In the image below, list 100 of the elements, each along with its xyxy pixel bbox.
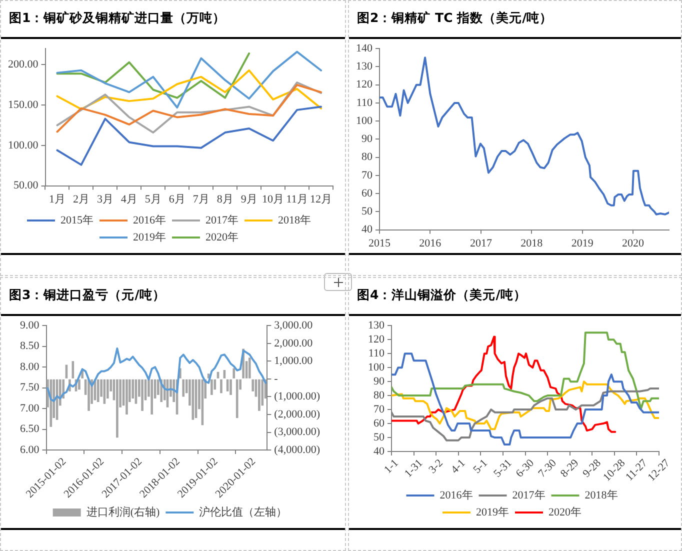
chart-title: 图4：洋山铜溢价（美元/吨） <box>349 278 681 316</box>
x-tick-label: 2019 <box>571 237 594 250</box>
bar <box>126 379 128 414</box>
bar <box>236 379 238 418</box>
y-tick-label: 6.00 <box>20 444 40 456</box>
x-tick-label: 4月 <box>120 193 138 206</box>
y-tick-label: 110 <box>368 347 385 360</box>
x-tick-label: 9月 <box>240 193 258 206</box>
chart-title: 图3：铜进口盈亏（元/吨） <box>1 278 345 316</box>
legend-label: 2019年 <box>476 506 509 518</box>
bar <box>141 379 144 411</box>
y-tick-label: 100 <box>356 114 373 127</box>
y-tick-label: 60 <box>374 417 385 430</box>
x-tick-label: 2月 <box>72 193 90 206</box>
chart-title: 图1：铜矿砂及铜精矿进口量（万吨） <box>1 1 345 39</box>
x-tick-label: 2018 <box>520 237 544 250</box>
y-tick-label: 8.00 <box>20 360 40 373</box>
bar <box>96 379 100 402</box>
legend-label: 2018年 <box>278 214 311 226</box>
bar <box>248 358 251 378</box>
y2-tick-label: - <box>274 372 278 385</box>
chart-title: 图2：铜精矿 TC 指数（美元/吨） <box>349 1 681 39</box>
bar <box>116 379 118 438</box>
y-tick-label: 90 <box>362 133 373 146</box>
x-tick-label: 8-29 <box>558 456 582 480</box>
y-tick-label: 70 <box>362 169 373 182</box>
legend-label: 2018年 <box>584 489 618 502</box>
y-tick-label: 80 <box>362 151 373 164</box>
y2-tick-label: 3,000.00 <box>274 319 314 332</box>
x-tick-label: 10月 <box>262 193 284 206</box>
bar <box>78 379 80 390</box>
y-tick-label: 9.00 <box>20 319 40 332</box>
x-tick-label: 7月 <box>192 193 210 206</box>
x-tick-label: 3-2 <box>426 457 446 476</box>
x-tick-label: 3月 <box>96 193 114 206</box>
y-tick-label: 50 <box>362 206 373 218</box>
x-tick-label: 11月 <box>286 193 308 206</box>
x-tick-label: 2015 <box>368 237 391 250</box>
y-tick-label: 120 <box>368 333 385 346</box>
x-tick-label: 5-31 <box>492 457 514 480</box>
y-tick-label: 110 <box>356 96 373 109</box>
y-tick-label: 100 <box>368 361 385 374</box>
x-tick-label: 2016 <box>419 237 442 250</box>
y-tick-label: 60 <box>362 187 373 200</box>
x-tick-label: 1-31 <box>402 457 426 480</box>
y-tick-label: 7.00 <box>20 402 40 414</box>
x-tick-label: 1-1 <box>382 457 401 476</box>
y-tick-label: 50 <box>374 431 385 444</box>
y-tick-label: 120 <box>356 78 373 91</box>
legend-label: 2017年 <box>206 214 238 226</box>
y-tick-label: 140 <box>356 42 373 54</box>
bar <box>150 379 153 414</box>
y-tick-label: 7.50 <box>20 382 40 394</box>
bar <box>210 379 213 395</box>
y-tick-label: 150.00 <box>8 98 39 111</box>
x-tick-label: 5-1 <box>471 457 490 476</box>
y-tick-label: 6.50 <box>20 423 40 436</box>
legend-label: 进口利润(右轴) <box>86 505 160 518</box>
y-tick-label: 70 <box>374 403 385 416</box>
legend-label: 2016年 <box>440 489 473 502</box>
y-tick-label: 80 <box>374 389 385 402</box>
legend-label: 2019年 <box>133 231 166 244</box>
y-tick-label: 8.50 <box>20 340 40 352</box>
bar <box>230 379 232 395</box>
x-tick-label: 1月 <box>48 193 66 206</box>
y-tick-label: 40 <box>374 445 385 458</box>
y2-tick-label: (3,000.00) <box>274 426 320 438</box>
x-tick-label: 6月 <box>168 193 186 206</box>
y-tick-label: 100.00 <box>8 139 39 152</box>
y2-tick-label: 2,000.00 <box>274 337 314 350</box>
bar <box>72 361 74 378</box>
y-tick-label: 40 <box>362 224 373 236</box>
x-tick-label: 2017 <box>470 237 492 250</box>
bar <box>232 368 236 378</box>
bar <box>192 379 194 420</box>
legend-label: 2017年 <box>512 489 546 502</box>
y2-tick-label: (2,000.00) <box>274 408 320 420</box>
x-tick-label: 12月 <box>310 193 332 206</box>
x-tick-label: 4-1 <box>448 457 468 476</box>
legend-label: 2020年 <box>206 231 238 244</box>
bar <box>182 379 185 397</box>
x-tick-label: 2020 <box>622 237 645 250</box>
y2-tick-label: (4,000.00) <box>274 444 320 456</box>
y-tick-label: 200.00 <box>8 58 39 71</box>
x-tick-label: 5月 <box>144 193 162 206</box>
y-tick-label: 130 <box>356 60 373 73</box>
y-tick-label: 130 <box>368 319 385 332</box>
legend-label: 2015年 <box>60 214 94 226</box>
y-tick-label: 90 <box>374 375 385 388</box>
legend-label: 沪伦比值（左轴） <box>199 505 288 518</box>
y2-tick-label: (1,000.00) <box>274 390 320 403</box>
legend-label: 2016年 <box>133 214 166 226</box>
x-tick-label: 8月 <box>216 193 234 206</box>
x-tick-label: 6-30 <box>514 456 537 480</box>
bar <box>220 379 222 394</box>
bar <box>88 379 90 411</box>
x-tick-label: 7-30 <box>536 456 560 480</box>
y-tick-label: 50.00 <box>14 180 39 192</box>
bar <box>258 379 260 411</box>
x-tick-label: 9-28 <box>580 456 604 480</box>
